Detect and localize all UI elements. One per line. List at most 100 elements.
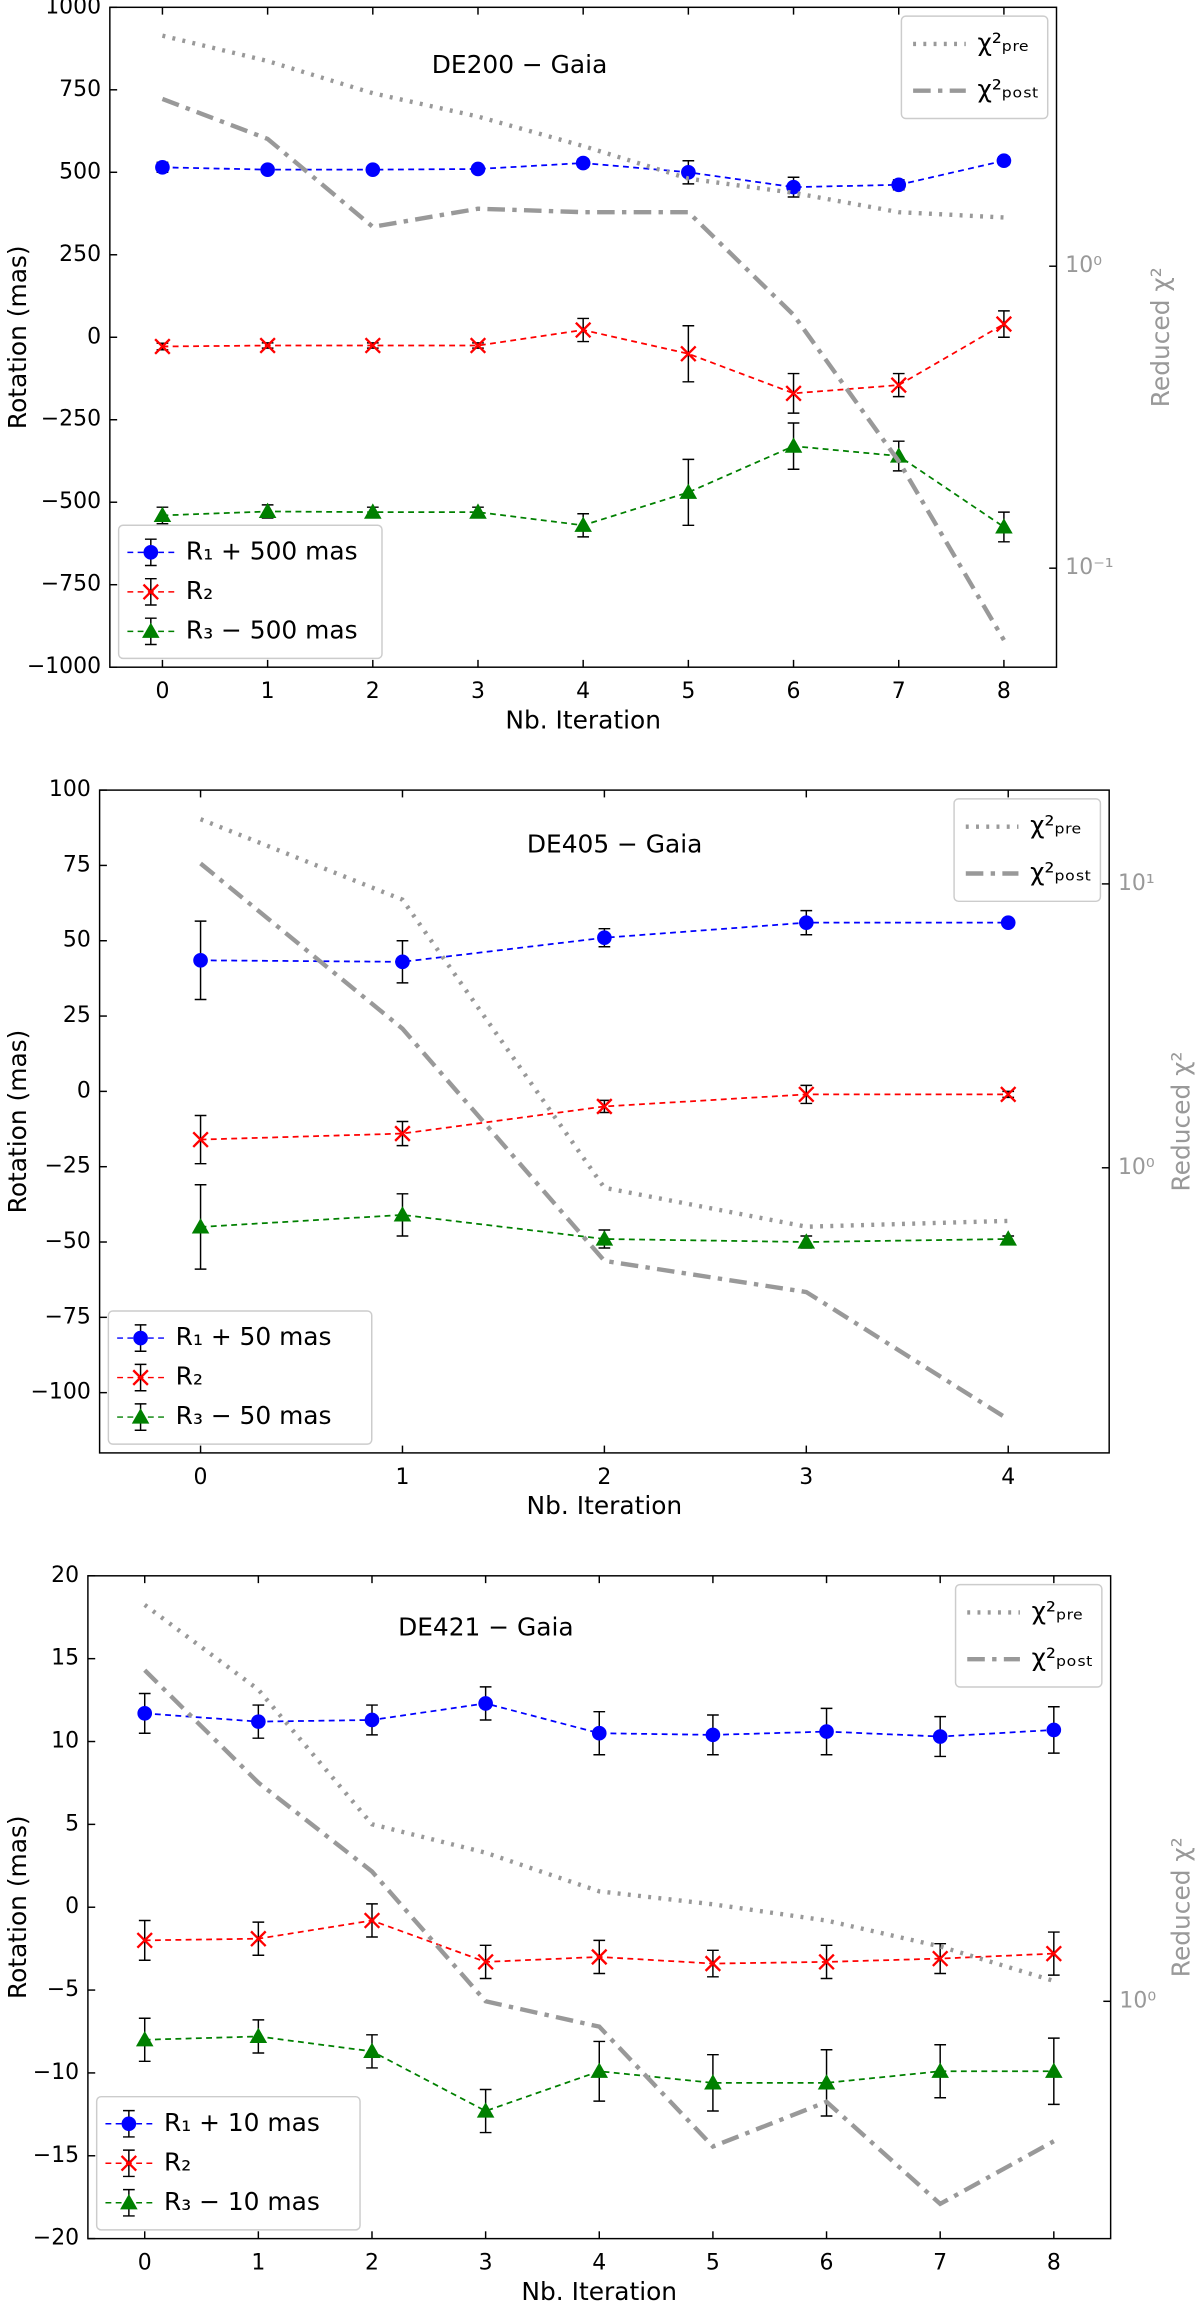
y-tick-label: −500 <box>41 489 101 514</box>
marker <box>591 1948 608 1966</box>
marker <box>999 1230 1017 1246</box>
y-tick-label: −5 <box>47 1977 79 2002</box>
y-axis-label: Rotation (mas) <box>3 1030 32 1214</box>
marker <box>153 506 172 523</box>
x-tick-label: 1 <box>251 2250 265 2275</box>
y-tick-label: −50 <box>45 1229 91 1254</box>
legend-label: R₃ − 500 mas <box>186 615 358 644</box>
marker <box>932 1729 948 1744</box>
x-tick-label: 4 <box>592 2250 606 2275</box>
marker <box>1045 1945 1062 1962</box>
y-tick-label: −10 <box>33 2060 79 2085</box>
marker <box>932 1950 949 1967</box>
y2-axis-label: Reduced χ² <box>1166 1837 1195 1977</box>
marker <box>132 1369 149 1386</box>
marker <box>784 437 803 453</box>
marker <box>155 160 170 175</box>
marker <box>136 1932 153 1949</box>
marker <box>818 1953 835 1971</box>
marker <box>995 315 1013 333</box>
marker <box>258 502 277 519</box>
y-tick-label: −1000 <box>27 654 101 679</box>
legend-label: R₁ + 10 mas <box>164 2108 320 2137</box>
legend-box <box>107 1310 373 1445</box>
marker <box>1000 1086 1017 1103</box>
marker <box>363 2042 381 2058</box>
y2-axis-label: Reduced χ² <box>1166 1052 1195 1192</box>
legend-box <box>95 2095 361 2231</box>
legend-label: χ²ₚₒₛₜ <box>977 75 1039 104</box>
marker <box>259 337 276 354</box>
marker <box>365 162 381 177</box>
marker <box>395 954 410 970</box>
y-tick-label: 15 <box>51 1646 79 1671</box>
marker <box>131 1408 150 1424</box>
marker <box>1000 915 1016 930</box>
y-tick-label: −75 <box>45 1304 91 1329</box>
series-line <box>144 2035 1054 2112</box>
legend-label: R₂ <box>176 1362 203 1391</box>
y-tick-label: 750 <box>59 77 101 102</box>
marker <box>142 622 160 638</box>
y-tick-label: 1000 <box>45 0 101 19</box>
marker <box>363 1912 381 1929</box>
x-tick-label: 1 <box>261 679 275 704</box>
marker <box>798 1086 815 1103</box>
legend-label: R₂ <box>186 576 213 605</box>
marker <box>193 953 208 968</box>
y-tick-label: 20 <box>51 1563 79 1588</box>
marker <box>574 516 592 532</box>
x-tick-label: 0 <box>194 1465 208 1490</box>
y-tick-label: −15 <box>33 2143 79 2168</box>
marker <box>596 1098 613 1115</box>
legend-label: R₁ + 50 mas <box>176 1322 332 1351</box>
y-tick-label: −750 <box>41 572 101 597</box>
marker <box>478 1696 493 1711</box>
y2-tick-label: 10⁰ <box>1065 253 1102 278</box>
marker <box>133 1330 148 1346</box>
x-axis-label: Nb. Iteration <box>527 1491 683 1520</box>
x-tick-label: 7 <box>892 679 906 704</box>
chi2-line <box>143 1603 1055 1984</box>
legend-label: χ²ₚᵣₑ <box>1032 1596 1084 1625</box>
annotation: DE405 − Gaia <box>527 830 703 859</box>
marker <box>890 376 907 394</box>
legend-label: R₂ <box>164 2147 191 2176</box>
marker <box>680 345 697 362</box>
y-tick-label: 0 <box>65 1894 79 1919</box>
annotation: DE421 − Gaia <box>398 1612 574 1641</box>
marker <box>575 321 592 339</box>
marker <box>995 518 1013 534</box>
marker <box>250 1930 267 1947</box>
x-tick-label: 7 <box>933 2250 947 2275</box>
marker <box>1046 1722 1062 1738</box>
y2-axis-label: Reduced χ² <box>1146 267 1175 407</box>
marker <box>135 2031 154 2047</box>
x-tick-label: 2 <box>597 1465 611 1490</box>
marker <box>797 1233 816 1249</box>
marker <box>476 2102 495 2118</box>
marker <box>469 337 487 354</box>
chi2-line <box>161 96 1006 642</box>
x-tick-label: 5 <box>706 2250 720 2275</box>
marker <box>891 177 907 193</box>
x-tick-label: 0 <box>155 679 169 704</box>
legend-label: R₃ − 50 mas <box>176 1401 332 1430</box>
chi2-line <box>199 861 1010 1422</box>
x-tick-label: 3 <box>479 2250 493 2275</box>
y-tick-label: 75 <box>63 852 91 877</box>
legend-label: R₃ − 10 mas <box>164 2187 320 2216</box>
y-tick-label: 0 <box>87 324 101 349</box>
x-tick-label: 4 <box>576 679 590 704</box>
marker <box>996 153 1012 169</box>
marker <box>817 2074 836 2090</box>
marker <box>393 1206 412 1222</box>
series-line <box>200 1214 1009 1243</box>
y-tick-label: 0 <box>77 1078 91 1103</box>
marker <box>1045 2062 1063 2078</box>
legend-label: χ²ₚₒₛₜ <box>1032 1643 1094 1672</box>
x-tick-label: 1 <box>395 1465 409 1490</box>
marker <box>931 2062 949 2078</box>
y-tick-label: −20 <box>33 2226 79 2251</box>
